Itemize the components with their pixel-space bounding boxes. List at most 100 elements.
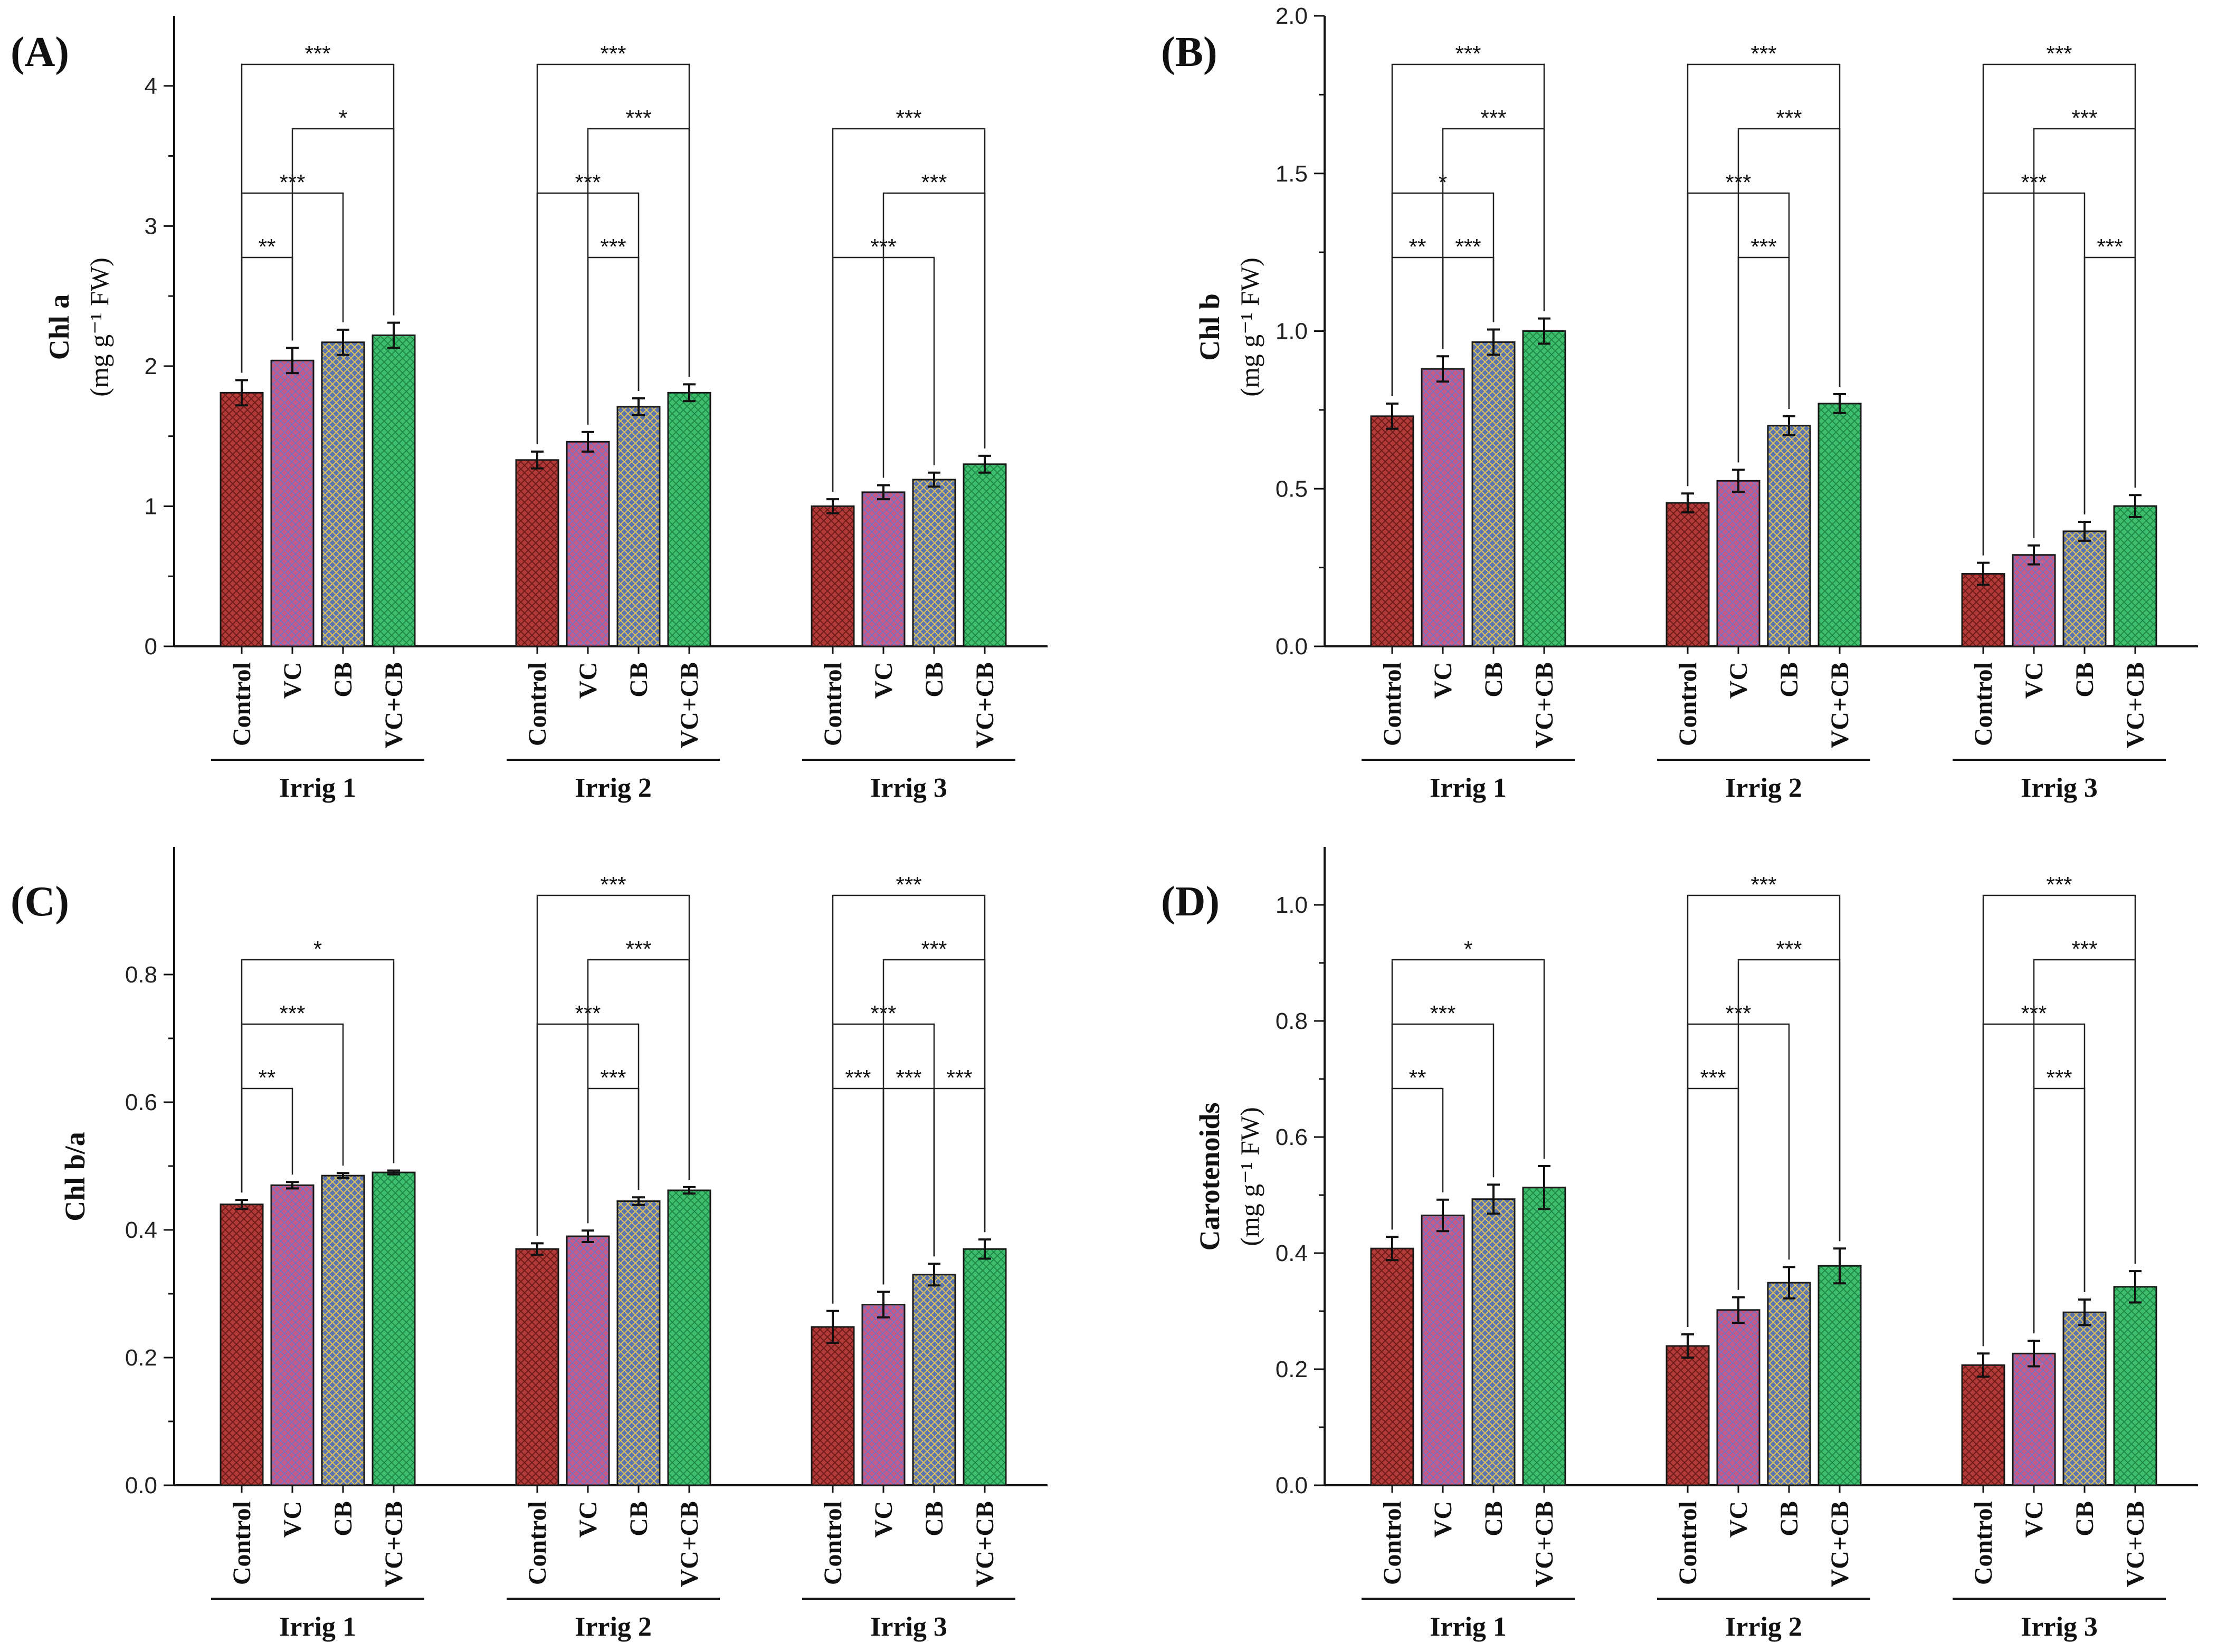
bar-vc-cb-irrig-2	[1818, 1265, 1862, 1486]
error-bar	[337, 328, 349, 356]
bar-vc-cb-irrig-1	[372, 1171, 416, 1486]
x-category-label: VC+CB	[675, 1501, 703, 1587]
error-bar	[286, 1181, 299, 1190]
error-bar	[632, 397, 645, 416]
group-label: Irrig 3	[870, 1612, 947, 1642]
error-bar	[2078, 1298, 2091, 1326]
group-label: Irrig 3	[2021, 773, 2098, 803]
group-label: Irrig 2	[575, 1612, 652, 1642]
significance-bracket	[587, 256, 640, 425]
significance-label: ***	[896, 106, 921, 130]
significance-label: ***	[2046, 872, 2072, 897]
y-tick-label: 0.8	[1276, 1008, 1308, 1034]
x-category-label: VC+CB	[675, 662, 703, 748]
y-tick-label: 0.0	[125, 1473, 157, 1498]
y-tick-label: 4	[145, 73, 157, 99]
x-category-label: CB	[329, 662, 357, 698]
y-tick-label: 1	[145, 493, 157, 519]
plot-area: 0 1 2 3 4 Control VC CB VC+CB Irrig 1 Control VC CB V…	[145, 16, 1048, 803]
x-category-label: CB	[625, 662, 653, 698]
significance-label: ***	[600, 872, 626, 897]
bar-vc-irrig-3	[2012, 554, 2056, 647]
significance-label: ***	[2097, 234, 2123, 259]
significance-label: ***	[1776, 106, 1802, 130]
significance-label: ***	[921, 170, 947, 195]
x-category-label: Control	[228, 662, 256, 746]
group-label: Irrig 1	[279, 773, 356, 803]
x-category-label: Control	[1378, 1501, 1406, 1585]
error-bar	[531, 450, 544, 470]
x-category-label: CB	[1480, 662, 1508, 698]
x-category-label: VC	[1429, 662, 1457, 699]
bar-vc-irrig-3	[861, 491, 906, 647]
x-category-label: CB	[1775, 662, 1803, 698]
bar-control-irrig-1	[220, 1204, 264, 1486]
bar-control-irrig-2	[515, 1248, 559, 1486]
bar-vc-irrig-2	[566, 1235, 610, 1486]
bar-control-irrig-3	[1961, 1364, 2005, 1486]
error-bar	[1436, 355, 1449, 383]
error-bar	[2078, 520, 2091, 542]
error-bar	[286, 347, 299, 375]
panel-letter: (D)	[1161, 878, 1220, 925]
y-tick-label: 3	[145, 213, 157, 239]
error-bar	[1538, 1165, 1550, 1210]
y-tick-label: 0.2	[1276, 1357, 1308, 1382]
error-bar	[1977, 1352, 1990, 1378]
x-category-label: VC	[870, 662, 898, 699]
significance-label: ***	[625, 106, 651, 130]
error-bar	[928, 471, 940, 488]
significance-bracket	[1442, 256, 1495, 349]
y-tick-label: 0.2	[125, 1345, 157, 1371]
significance-label: *	[1464, 937, 1472, 961]
significance-label: ***	[2046, 41, 2072, 66]
error-bar	[2129, 494, 2142, 519]
x-category-label: CB	[2071, 662, 2099, 698]
y-axis-label: Chl b (mg g⁻¹ FW)	[1194, 257, 1264, 397]
bar-vc-irrig-3	[861, 1304, 906, 1486]
error-bar	[1681, 1333, 1694, 1359]
y-axis-title: Chl a	[43, 294, 75, 360]
panel-letter: (A)	[11, 29, 69, 75]
significance-label: ***	[845, 1065, 871, 1090]
error-bar	[582, 431, 594, 453]
y-tick-label: 0.5	[1276, 476, 1308, 502]
x-category-label: VC+CB	[971, 662, 999, 748]
significance-bracket	[536, 63, 690, 444]
y-axis-label: Chl a (mg g⁻¹ FW)	[43, 257, 114, 397]
bar-vc-irrig-2	[566, 441, 610, 647]
significance-label: ***	[2071, 937, 2097, 961]
error-bar	[978, 454, 991, 474]
x-category-label: Control	[524, 662, 551, 746]
y-axis-label: Chl b/a	[59, 1132, 91, 1221]
panel-d: (D) Carotenoids (mg g⁻¹ FW) 0.0 0.2 0.4 0.6…	[1161, 847, 2198, 1642]
error-bar	[531, 1242, 544, 1256]
significance-label: ***	[946, 1065, 972, 1090]
y-tick-label: 2	[145, 354, 157, 379]
y-axis-unit: (mg g⁻¹ FW)	[1235, 257, 1264, 397]
bar-vc-irrig-1	[1421, 368, 1465, 647]
x-category-label: VC	[870, 1501, 898, 1538]
y-tick-label: 1.5	[1276, 161, 1308, 187]
group-label: Irrig 3	[870, 773, 947, 803]
significance-bracket	[832, 1087, 884, 1304]
bar-vc-cb-irrig-3	[2113, 1286, 2157, 1486]
x-category-label: CB	[920, 1501, 948, 1536]
x-category-label: VC	[1725, 662, 1753, 699]
error-bar	[1386, 402, 1398, 430]
x-category-label: Control	[1969, 662, 1997, 746]
significance-label: **	[1409, 1065, 1426, 1090]
bar-cb-irrig-2	[616, 406, 661, 647]
x-category-label: CB	[1775, 1501, 1803, 1536]
bar-control-irrig-1	[1370, 1247, 1414, 1486]
error-bar	[1487, 1183, 1500, 1215]
plot-area: 0.0 0.5 1.0 1.5 2.0 Control VC CB VC+CB Irrig 1 Co…	[1276, 3, 2198, 803]
x-category-label: Control	[1674, 662, 1702, 746]
group-label: Irrig 1	[1430, 773, 1507, 803]
error-bar	[235, 1199, 248, 1210]
y-tick-label: 0.6	[1276, 1124, 1308, 1150]
bar-cb-irrig-2	[1767, 425, 1811, 647]
significance-bracket	[536, 894, 690, 1236]
significance-bracket	[241, 63, 395, 373]
